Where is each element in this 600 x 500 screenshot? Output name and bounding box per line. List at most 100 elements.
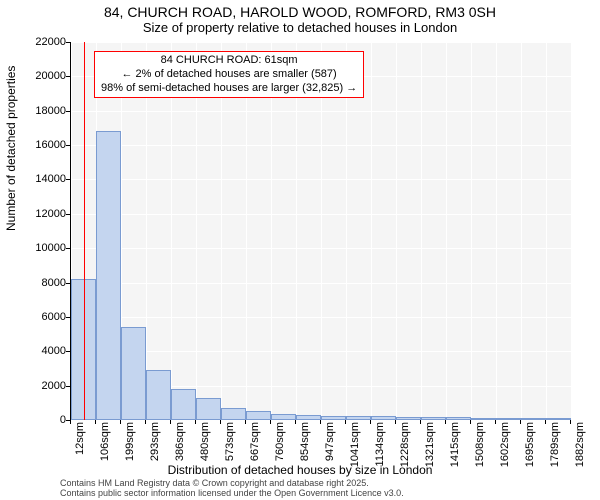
x-tick-label: 386sqm [174,422,186,461]
histogram-bar [496,418,521,420]
gridline-v [396,42,397,420]
x-tick-label: 480sqm [199,422,211,461]
y-tick-label: 6000 [28,311,66,323]
x-tick-mark [420,420,421,424]
histogram-bar [421,417,446,420]
x-tick-mark [295,420,296,424]
histogram-bar [296,415,321,420]
x-tick-label: 667sqm [249,422,261,461]
histogram-bar [346,416,371,420]
x-tick-label: 1321sqm [424,422,436,467]
gridline-v [546,42,547,420]
y-tick-label: 8000 [28,277,66,289]
x-tick-mark [145,420,146,424]
y-tick-mark [66,248,70,249]
gridline-v [521,42,522,420]
x-tick-mark [95,420,96,424]
x-tick-mark [495,420,496,424]
annotation-line3: 98% of semi-detached houses are larger (… [101,82,357,96]
x-tick-label: 1041sqm [349,422,361,467]
x-tick-mark [345,420,346,424]
x-tick-label: 1415sqm [449,422,461,467]
x-tick-label: 1789sqm [549,422,561,467]
x-tick-mark [545,420,546,424]
gridline-v [371,42,372,420]
x-tick-label: 106sqm [99,422,111,461]
x-tick-label: 1602sqm [499,422,511,467]
y-tick-mark [66,76,70,77]
credits: Contains HM Land Registry data © Crown c… [60,478,404,499]
title-line2: Size of property relative to detached ho… [0,20,600,35]
title-line1: 84, CHURCH ROAD, HAROLD WOOD, ROMFORD, R… [0,4,600,20]
x-tick-mark [245,420,246,424]
y-tick-mark [66,145,70,146]
gridline-v [346,42,347,420]
x-tick-label: 1508sqm [474,422,486,467]
gridline-v [321,42,322,420]
x-tick-mark [195,420,196,424]
annotation-line2: ← 2% of detached houses are smaller (587… [101,68,357,82]
x-tick-mark [120,420,121,424]
y-tick-label: 10000 [28,242,66,254]
y-tick-label: 2000 [28,380,66,392]
x-tick-label: 199sqm [124,422,136,461]
y-tick-mark [66,111,70,112]
histogram-bar [196,398,221,420]
x-tick-label: 12sqm [74,422,86,455]
plot-area [70,42,571,421]
x-tick-label: 1695sqm [524,422,536,467]
annotation-box: 84 CHURCH ROAD: 61sqm ← 2% of detached h… [94,51,364,98]
x-tick-label: 1228sqm [399,422,411,467]
y-axis-label: Number of detached properties [4,66,18,231]
gridline-v [146,42,147,420]
histogram-bar [321,416,346,420]
histogram-bar [546,418,571,420]
x-tick-label: 293sqm [149,422,161,461]
y-tick-label: 20000 [28,70,66,82]
gridline-v [171,42,172,420]
gridline-v [471,42,472,420]
gridline-v [296,42,297,420]
y-tick-label: 16000 [28,139,66,151]
gridline-v [221,42,222,420]
y-tick-mark [66,42,70,43]
gridline-v [446,42,447,420]
histogram-bar [146,370,171,420]
y-tick-mark [66,386,70,387]
x-tick-mark [320,420,321,424]
gridline-v [496,42,497,420]
x-tick-mark [520,420,521,424]
y-tick-mark [66,179,70,180]
x-tick-label: 1882sqm [574,422,586,467]
x-tick-mark [445,420,446,424]
histogram-bar [221,408,246,420]
gridline-v [571,42,572,420]
y-tick-mark [66,214,70,215]
gridline-v [271,42,272,420]
chart-title: 84, CHURCH ROAD, HAROLD WOOD, ROMFORD, R… [0,4,600,35]
histogram-bar [271,414,296,420]
histogram-bar [471,418,496,420]
y-tick-mark [66,351,70,352]
x-tick-label: 573sqm [224,422,236,461]
annotation-line1: 84 CHURCH ROAD: 61sqm [101,54,357,68]
histogram-bar [96,131,121,420]
histogram-bar [521,418,546,420]
y-tick-label: 18000 [28,105,66,117]
y-tick-label: 14000 [28,173,66,185]
histogram-bar [121,327,146,420]
y-tick-mark [66,317,70,318]
histogram-bar [371,416,396,420]
credits-line1: Contains HM Land Registry data © Crown c… [60,478,404,488]
gridline-v [421,42,422,420]
property-size-chart: 84, CHURCH ROAD, HAROLD WOOD, ROMFORD, R… [0,0,600,500]
histogram-bar [171,389,196,420]
x-tick-mark [220,420,221,424]
gridline-v [196,42,197,420]
x-tick-label: 760sqm [274,422,286,461]
credits-line2: Contains public sector information licen… [60,488,404,498]
x-tick-mark [270,420,271,424]
y-tick-label: 12000 [28,208,66,220]
x-tick-mark [370,420,371,424]
y-tick-label: 0 [28,414,66,426]
